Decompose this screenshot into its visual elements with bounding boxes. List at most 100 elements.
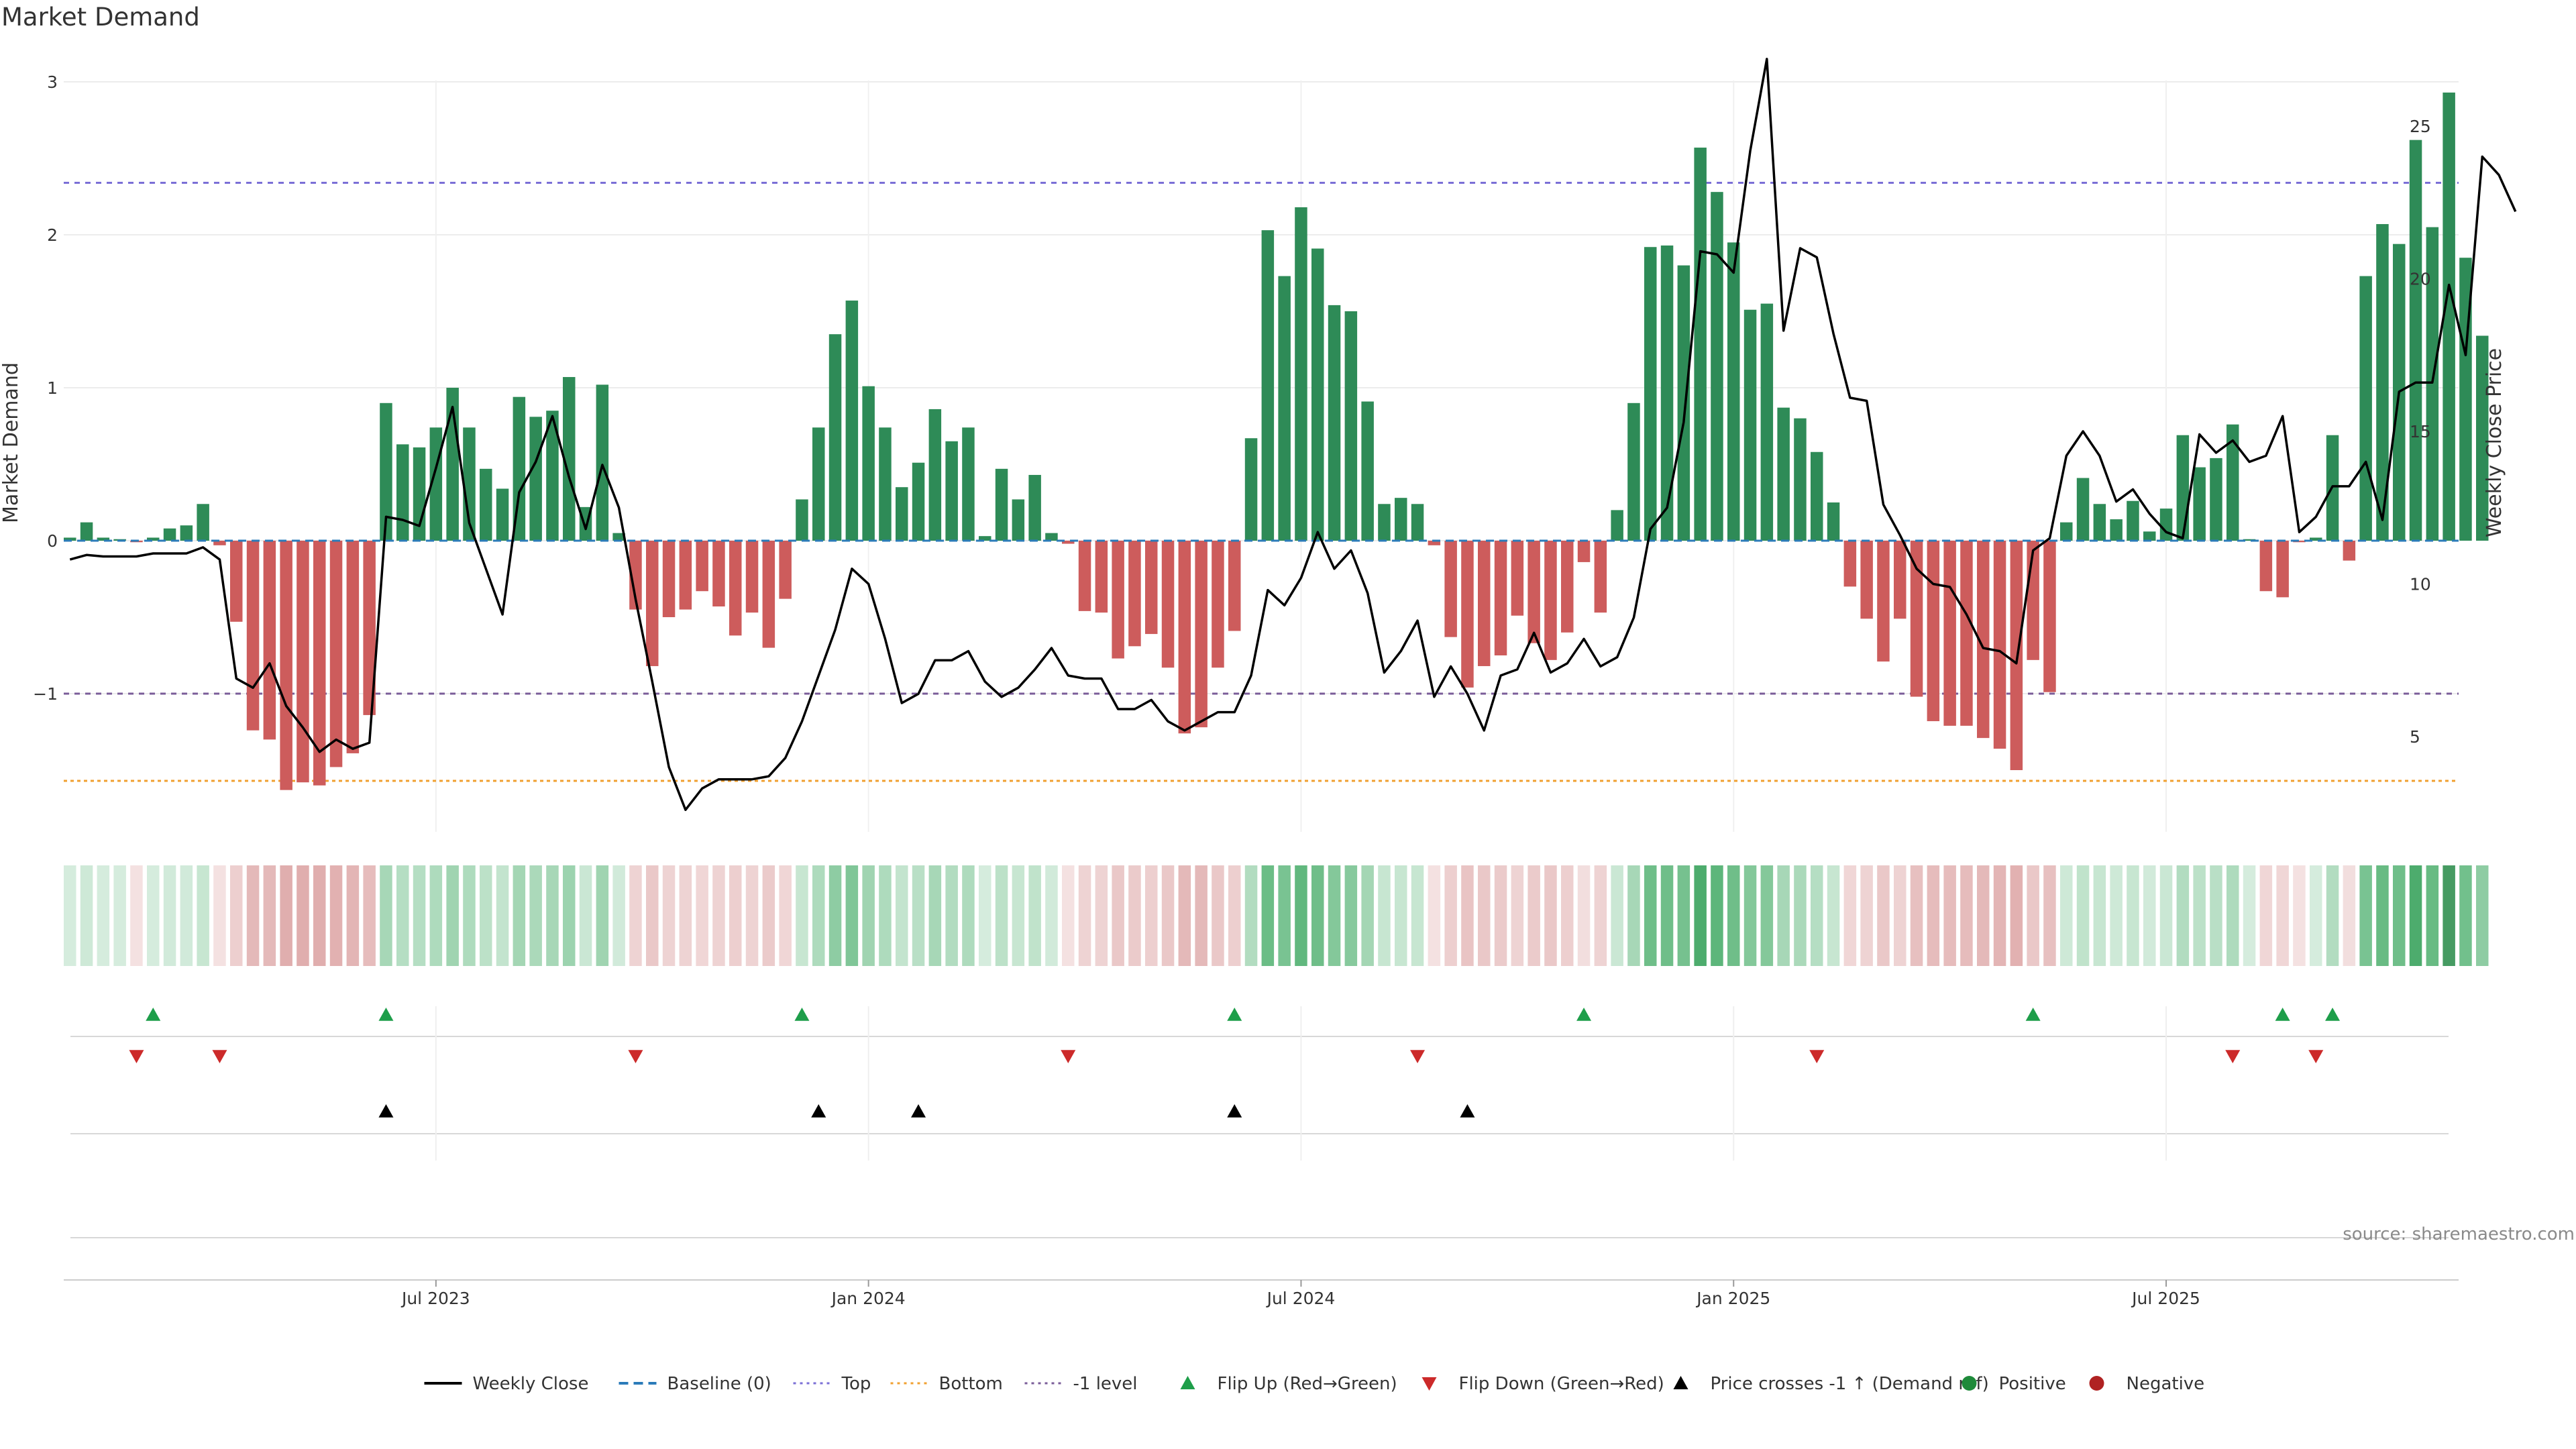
heat-cell-2	[97, 865, 110, 966]
heat-cell-53	[945, 865, 958, 966]
demand-bar-97	[1677, 265, 1690, 541]
demand-bar-45	[812, 427, 825, 541]
demand-bar-111	[1910, 541, 1923, 697]
legend-label: Baseline (0)	[667, 1374, 771, 1394]
demand-bar-9	[213, 541, 226, 545]
demand-bar-47	[845, 301, 859, 541]
heat-cell-42	[762, 865, 775, 966]
signal-panel	[64, 1006, 2459, 1281]
heat-cell-90	[1561, 865, 1574, 966]
demand-bar-88	[1527, 541, 1540, 643]
heat-cell-4	[130, 865, 143, 966]
heat-cell-122	[2093, 865, 2106, 966]
heat-cell-35	[646, 865, 659, 966]
heat-cell-23	[446, 865, 459, 966]
heat-cell-11	[246, 865, 260, 966]
heat-cell-111	[1910, 865, 1923, 966]
heat-cell-121	[2076, 865, 2090, 966]
heat-cell-108	[1860, 865, 1873, 966]
legend-label: Top	[841, 1374, 871, 1394]
heat-cell-29	[546, 865, 559, 966]
demand-bar-66	[1161, 541, 1175, 668]
heat-cell-80	[1395, 865, 1407, 966]
heat-cell-0	[64, 865, 76, 966]
heat-cell-40	[729, 865, 742, 966]
demand-bar-49	[879, 427, 892, 541]
demand-bar-98	[1694, 148, 1707, 541]
heat-cell-62	[1095, 865, 1108, 966]
heat-cell-43	[779, 865, 792, 966]
heat-cell-59	[1045, 865, 1058, 966]
demand-bar-142	[2426, 227, 2439, 541]
demand-bar-105	[1811, 451, 1823, 541]
demand-bar-59	[1045, 533, 1058, 541]
heat-cell-100	[1727, 865, 1740, 966]
flip-down-marker-6	[2225, 1050, 2241, 1063]
y2-tick-label-1: 10	[2410, 575, 2431, 594]
flip-down-marker-5	[1809, 1050, 1825, 1063]
demand-bar-93	[1611, 510, 1623, 541]
demand-bar-25	[480, 468, 492, 541]
heat-cell-27	[513, 865, 526, 966]
demand-bar-90	[1561, 541, 1574, 633]
heat-cell-139	[2376, 865, 2389, 966]
heat-cell-3	[113, 865, 126, 966]
heat-cell-58	[1028, 865, 1041, 966]
demand-bar-19	[380, 402, 392, 541]
heat-cell-106	[1827, 865, 1840, 966]
heat-cell-63	[1112, 865, 1124, 966]
heat-cell-134	[2293, 865, 2306, 966]
demand-bar-40	[729, 541, 742, 636]
demand-bar-85	[1478, 541, 1491, 666]
heat-cell-6	[163, 865, 176, 966]
legend-swatch-triangle-up	[1180, 1376, 1195, 1389]
demand-bar-119	[2043, 541, 2056, 692]
demand-bar-24	[463, 427, 476, 541]
heat-cell-128	[2193, 865, 2206, 966]
heat-cell-34	[629, 865, 642, 966]
heat-cell-87	[1511, 865, 1524, 966]
heat-cell-131	[2243, 865, 2256, 966]
demand-bar-95	[1644, 247, 1657, 541]
y2-axis-ticks: 5 10 15 20 25	[2410, 117, 2431, 747]
heat-cell-15	[313, 865, 326, 966]
demand-bar-33	[612, 533, 625, 541]
demand-bar-11	[246, 541, 260, 731]
demand-bar-2	[97, 537, 110, 541]
x-tick-label-1: Jan 2024	[830, 1289, 906, 1308]
demand-bar-103	[1777, 407, 1790, 541]
demand-bar-41	[745, 541, 759, 613]
demand-bar-42	[762, 541, 775, 648]
heat-cell-93	[1611, 865, 1623, 966]
demand-bar-65	[1145, 541, 1158, 635]
y-tick-label-2: 1	[47, 378, 58, 398]
demand-bar-126	[2159, 508, 2173, 541]
heat-cell-99	[1711, 865, 1723, 966]
heat-cell-55	[979, 865, 991, 966]
legend-label: Flip Down (Green→Red)	[1459, 1374, 1664, 1394]
demand-bar-32	[596, 384, 609, 541]
heat-cell-54	[962, 865, 975, 966]
demand-bar-143	[2443, 92, 2455, 541]
heat-cell-144	[2459, 865, 2472, 966]
demand-bar-139	[2376, 224, 2389, 541]
demand-bar-87	[1511, 541, 1524, 616]
demand-bar-123	[2110, 519, 2123, 541]
heat-cell-72	[1261, 865, 1275, 966]
demand-bar-108	[1860, 541, 1873, 619]
legend-item-3: Bottom	[890, 1374, 1003, 1394]
flip-down-marker-3	[1061, 1050, 1076, 1063]
heat-cell-97	[1677, 865, 1690, 966]
legend-item-6: Flip Down (Green→Red)	[1421, 1374, 1664, 1394]
demand-bar-43	[779, 541, 792, 599]
heat-cell-68	[1195, 865, 1208, 966]
demand-bar-46	[828, 334, 842, 541]
heat-cell-38	[696, 865, 708, 966]
heat-cell-17	[346, 865, 360, 966]
heat-cell-44	[796, 865, 808, 966]
heat-cell-96	[1660, 865, 1674, 966]
demand-bar-29	[546, 411, 559, 541]
y-tick-label-3: 2	[47, 225, 58, 245]
y-tick-label-1: 0	[47, 531, 58, 551]
heat-cell-119	[2043, 865, 2056, 966]
